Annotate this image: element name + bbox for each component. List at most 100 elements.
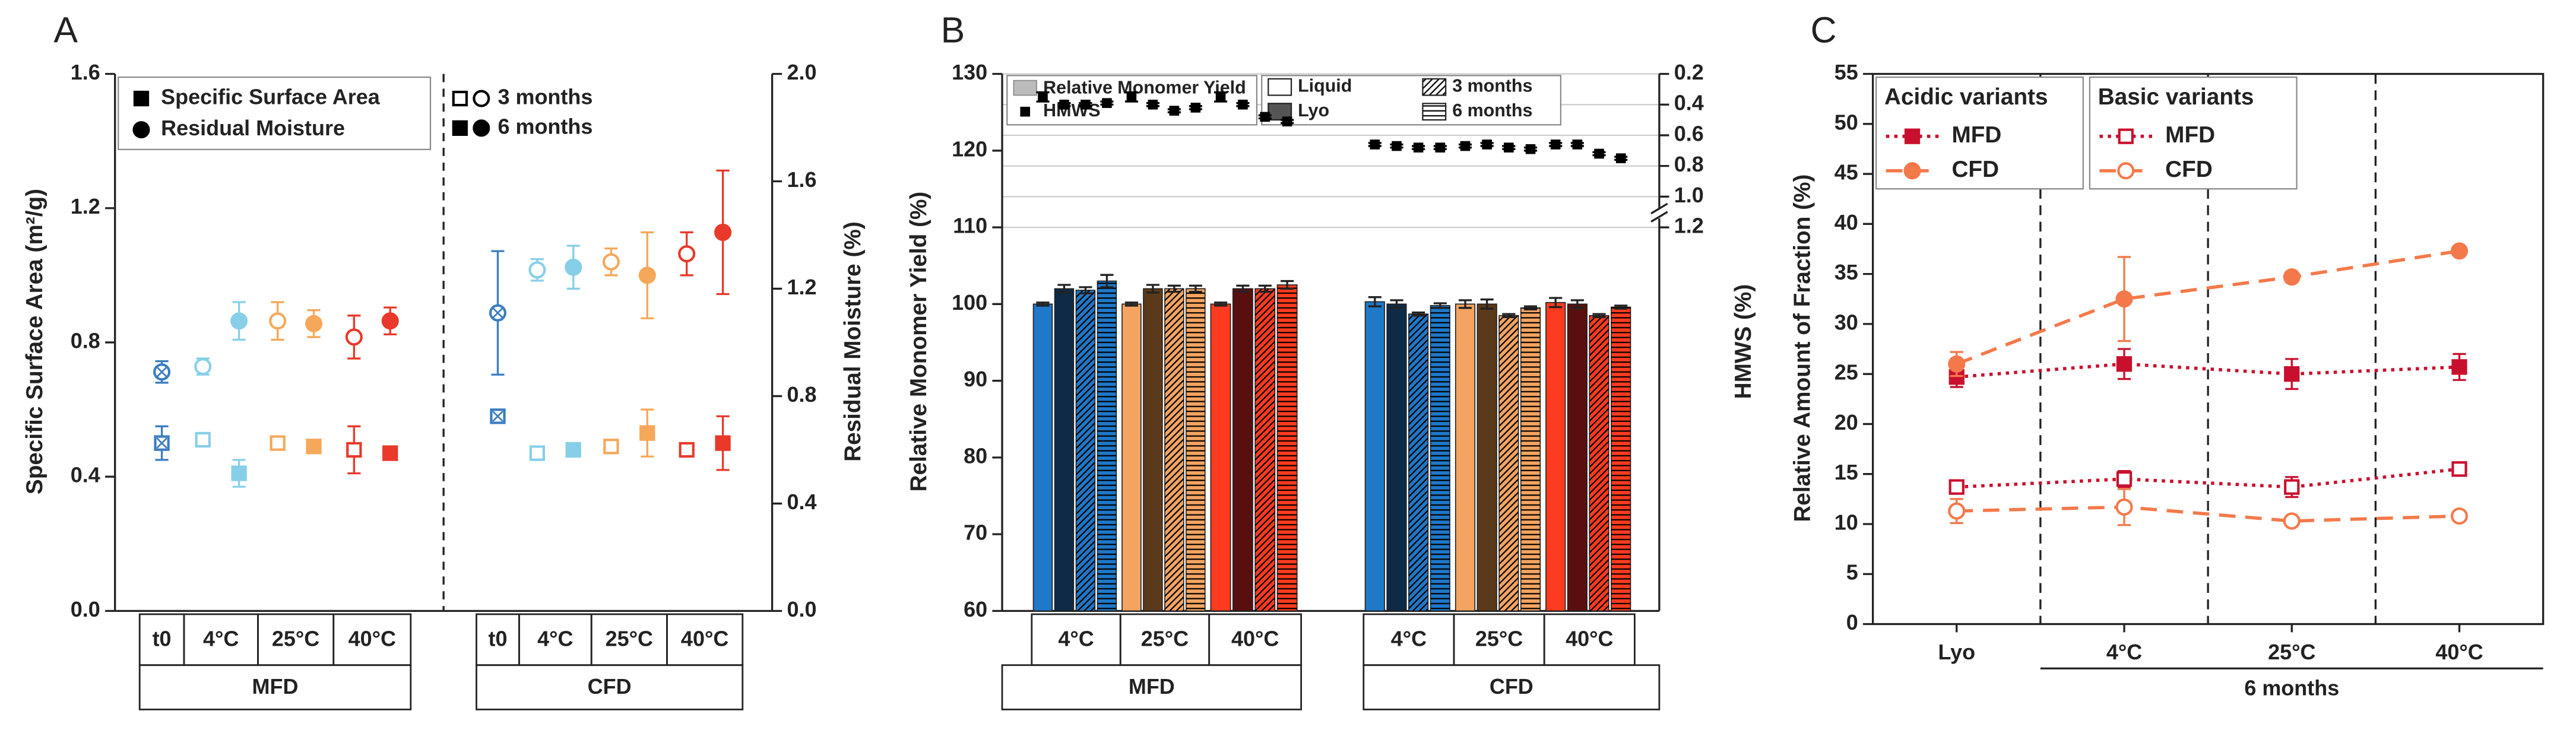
legend-label: 3 months (1452, 76, 1532, 96)
bar (1121, 303, 1142, 612)
y-tick-label: 25 (1834, 360, 1858, 385)
marker-cross (156, 437, 167, 449)
y-tick-label: 60 (964, 597, 987, 621)
y-tick-label: 45 (1834, 160, 1858, 185)
legend-label: 6 months (498, 114, 592, 138)
y2-tick-label: 0.4 (1674, 91, 1704, 115)
y2-tick-label: 0.4 (787, 490, 816, 514)
y-tick-label: 100 (952, 290, 987, 315)
legend-label: Residual Moisture (161, 116, 345, 140)
marker-square (1948, 479, 1965, 495)
condition-label: 4°C (1058, 627, 1094, 651)
marker-square (306, 439, 322, 455)
marker-square (382, 445, 398, 461)
marker-circle (381, 312, 399, 330)
hmws-marker (1102, 98, 1112, 108)
hmws-marker (1482, 139, 1492, 150)
y-tick-label: 90 (964, 367, 987, 391)
hmws-marker (1038, 92, 1048, 102)
marker-square (452, 90, 468, 107)
condition-label: 40°C (1566, 627, 1613, 651)
marker-circle (2115, 498, 2133, 516)
panel-letter: A (53, 9, 78, 50)
y2-tick-label: 2.0 (787, 60, 816, 84)
y2-tick-label: 0.0 (787, 597, 816, 621)
condition-cell (666, 613, 744, 666)
bar-hatch (1076, 290, 1095, 611)
marker-square (231, 465, 247, 481)
bar (1455, 303, 1476, 612)
legend-label: CFD (1951, 157, 1999, 182)
hmws-marker (1059, 99, 1069, 110)
legend-label: Lyo (1298, 100, 1329, 120)
marker-circle (230, 312, 248, 330)
condition-label: 40°C (348, 627, 396, 651)
y-axis-label: Specific Surface Area (m²/g) (22, 189, 47, 494)
hmws-marker (1190, 103, 1201, 113)
y-tick-label: 80 (964, 443, 987, 468)
marker-square (639, 425, 655, 441)
error-bar (1213, 301, 1228, 307)
legend-label: MFD (2165, 122, 2215, 148)
bar (1386, 303, 1407, 612)
series-line (1956, 505, 2460, 523)
marker-circle (1948, 355, 1966, 373)
hmws-marker (1504, 142, 1514, 153)
marker-circle (269, 312, 287, 330)
marker-circle (473, 90, 490, 107)
hmws-marker (1260, 112, 1270, 122)
y-tick-label: 55 (1834, 60, 1858, 84)
bar (1567, 303, 1588, 612)
legend-label: Liquid (1298, 76, 1352, 96)
hmws-marker (1550, 139, 1561, 150)
legend-swatch (1268, 78, 1292, 96)
hmws-marker (1615, 153, 1626, 164)
y-tick-label: 5 (1846, 560, 1858, 585)
marker-square (529, 445, 546, 461)
y-tick-label: 120 (952, 137, 987, 161)
bar (1032, 303, 1053, 612)
marker-square (2116, 356, 2133, 372)
condition-label: 40°C (681, 627, 728, 651)
y-tick-label: 0.4 (71, 463, 100, 487)
y-axis-label: Relative Amount of Fraction (%) (1790, 174, 1815, 522)
y2-tick-label: 1.2 (1674, 214, 1704, 238)
error-bar (1480, 298, 1494, 310)
axis-break (1650, 202, 1668, 215)
marker-square (679, 442, 695, 458)
series-line (1956, 249, 2460, 366)
error-bar (1412, 311, 1425, 317)
marker-square (2116, 471, 2133, 487)
y-tick-label: 35 (1834, 260, 1858, 284)
legend-swatch (1013, 80, 1037, 96)
y-tick-label: 10 (1834, 510, 1858, 534)
error-bar (1281, 280, 1294, 290)
error-bar (1390, 299, 1403, 309)
marker-square (565, 442, 581, 458)
marker-circle (528, 261, 546, 279)
series-line (1956, 362, 2460, 379)
error-bar (1614, 304, 1628, 310)
y2-tick-label: 0.8 (1674, 152, 1704, 176)
hmws-marker (1594, 148, 1604, 159)
legend-box (118, 76, 432, 150)
marker-square (2118, 128, 2134, 144)
y2-tick-label: 0.8 (787, 382, 816, 407)
series-line (1956, 467, 2460, 489)
error-bar (1549, 297, 1563, 309)
marker-cross (156, 366, 167, 377)
marker-circle (305, 315, 323, 332)
hmws-marker (1572, 139, 1583, 150)
marker-square (346, 442, 362, 458)
marker-circle (345, 328, 363, 346)
condition-label: 4°C (203, 627, 239, 651)
hmws-marker (1460, 141, 1471, 151)
error-bar (1570, 299, 1584, 309)
bar-hatch (1430, 305, 1450, 611)
marker-circle (1948, 502, 1966, 520)
bar-hatch (1408, 314, 1428, 611)
panel-letter: B (941, 9, 965, 50)
bar-hatch (1499, 315, 1519, 611)
marker-square (1904, 128, 1921, 144)
